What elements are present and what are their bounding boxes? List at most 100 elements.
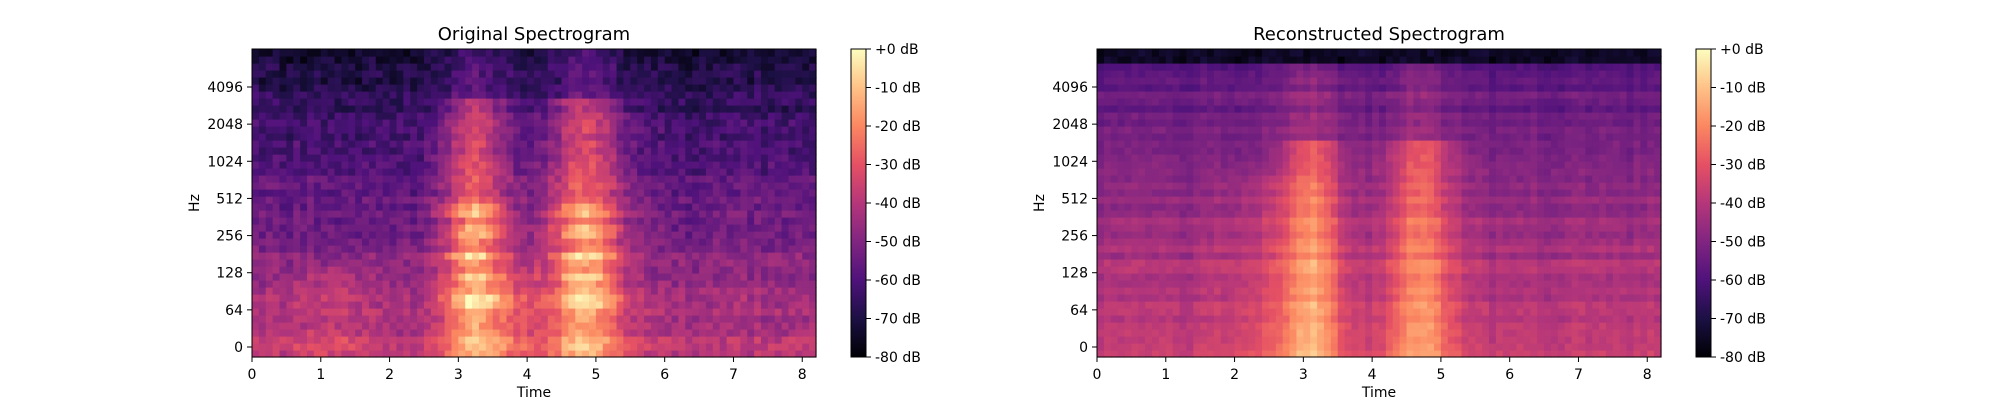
- spectrogram-cell: [334, 252, 343, 260]
- spectrogram-cell: [417, 294, 425, 302]
- spectrogram-cell: [1200, 161, 1208, 169]
- spectrogram-cell: [1138, 189, 1146, 197]
- spectrogram-cell: [671, 329, 680, 337]
- spectrogram-cell: [313, 161, 322, 169]
- spectrogram-cell: [1193, 287, 1201, 295]
- spectrogram-cell: [547, 280, 556, 288]
- spectrogram-cell: [650, 217, 659, 225]
- spectrogram-cell: [1220, 322, 1229, 330]
- spectrogram-cell: [1282, 63, 1291, 71]
- spectrogram-cell: [423, 350, 432, 358]
- chart-title: Original Spectrogram: [438, 24, 630, 45]
- spectrogram-cell: [630, 273, 638, 281]
- spectrogram-cell: [726, 112, 735, 120]
- spectrogram-cell: [568, 147, 576, 155]
- spectrogram-cell: [699, 140, 707, 148]
- spectrogram-cell: [437, 196, 446, 204]
- spectrogram-cell: [534, 133, 542, 141]
- spectrogram-cell: [685, 147, 693, 155]
- spectrogram-cell: [781, 112, 790, 120]
- spectrogram-cell: [1110, 322, 1119, 330]
- spectrogram-cell: [561, 140, 569, 148]
- spectrogram-cell: [403, 238, 411, 246]
- spectrogram-cell: [671, 224, 680, 232]
- spectrogram-cell: [265, 182, 274, 190]
- spectrogram-cell: [520, 322, 528, 330]
- spectrogram-cell: [334, 266, 343, 274]
- spectrogram-cell: [478, 56, 487, 64]
- spectrogram-cell: [747, 238, 755, 246]
- spectrogram-cell: [809, 168, 817, 176]
- spectrogram-cell: [279, 119, 287, 127]
- spectrogram-cell: [1275, 56, 1284, 64]
- spectrogram-cell: [396, 266, 404, 274]
- spectrogram-cell: [334, 133, 343, 141]
- spectrogram-cell: [417, 343, 425, 351]
- spectrogram-cell: [595, 245, 604, 253]
- spectrogram-cell: [1282, 273, 1291, 281]
- spectrogram-cell: [795, 273, 803, 281]
- spectrogram-cell: [1234, 175, 1243, 183]
- spectrogram-cell: [293, 315, 301, 323]
- spectrogram-cell: [650, 56, 659, 64]
- spectrogram-cell: [609, 98, 618, 106]
- spectrogram-cell: [430, 203, 439, 211]
- spectrogram-cell: [1220, 231, 1229, 239]
- spectrogram-cell: [437, 126, 446, 134]
- spectrogram-cell: [644, 196, 652, 204]
- spectrogram-cell: [554, 119, 563, 127]
- spectrogram-cell: [382, 343, 391, 351]
- spectrogram-cell: [258, 49, 267, 57]
- spectrogram-cell: [499, 105, 508, 113]
- spectrogram-cell: [341, 70, 349, 78]
- spectrogram-cell: [602, 322, 611, 330]
- spectrogram-cell: [1145, 77, 1153, 85]
- spectrogram-cell: [705, 126, 714, 134]
- spectrogram-cell: [1193, 336, 1201, 344]
- spectrogram-cell: [809, 217, 817, 225]
- spectrogram-cell: [1289, 70, 1298, 78]
- spectrogram-cell: [513, 126, 521, 134]
- spectrogram-cell: [1145, 63, 1153, 71]
- spectrogram-cell: [767, 168, 776, 176]
- spectrogram-cell: [534, 294, 542, 302]
- spectrogram-cell: [499, 350, 508, 358]
- spectrogram-cell: [485, 238, 494, 246]
- spectrogram-cell: [795, 154, 803, 162]
- spectrogram-cell: [1207, 182, 1215, 190]
- spectrogram-cell: [265, 77, 274, 85]
- spectrogram-cell: [747, 133, 755, 141]
- spectrogram-cell: [485, 175, 494, 183]
- spectrogram-cell: [1152, 112, 1160, 120]
- spectrogram-cell: [417, 91, 425, 99]
- spectrogram-cell: [520, 245, 528, 253]
- spectrogram-cell: [1241, 63, 1249, 71]
- spectrogram-cell: [1200, 63, 1208, 71]
- spectrogram-cell: [403, 63, 411, 71]
- spectrogram-cell: [1296, 154, 1304, 162]
- spectrogram-cell: [657, 84, 666, 92]
- spectrogram-cell: [1296, 49, 1304, 57]
- spectrogram-cell: [630, 147, 638, 155]
- spectrogram-cell: [389, 161, 398, 169]
- spectrogram-cell: [417, 175, 425, 183]
- spectrogram-cell: [307, 147, 315, 155]
- spectrogram-cell: [650, 91, 659, 99]
- spectrogram-cell: [437, 133, 446, 141]
- spectrogram-cell: [657, 112, 666, 120]
- spectrogram-cell: [1103, 315, 1112, 323]
- spectrogram-cell: [719, 217, 728, 225]
- spectrogram-cell: [307, 245, 315, 253]
- spectrogram-cell: [1227, 231, 1236, 239]
- spectrogram-cell: [403, 140, 411, 148]
- spectrogram-cell: [279, 189, 287, 197]
- spectrogram-cell: [1227, 196, 1236, 204]
- spectrogram-cell: [795, 224, 803, 232]
- spectrogram-cell: [740, 161, 748, 169]
- spectrogram-cell: [705, 350, 714, 358]
- spectrogram-cell: [437, 70, 446, 78]
- spectrogram-cell: [740, 336, 748, 344]
- spectrogram-cell: [1124, 294, 1132, 302]
- spectrogram-cell: [1200, 98, 1208, 106]
- spectrogram-cell: [602, 175, 611, 183]
